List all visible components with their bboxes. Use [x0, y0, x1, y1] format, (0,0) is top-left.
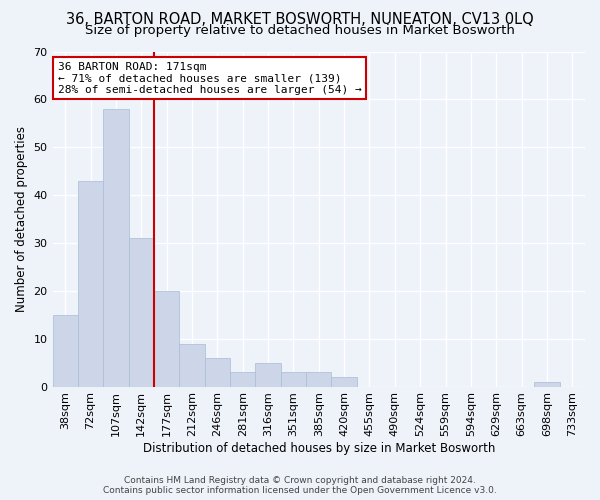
Bar	[53, 315, 78, 386]
Bar	[205, 358, 230, 386]
Bar	[230, 372, 256, 386]
Bar	[128, 238, 154, 386]
Bar	[534, 382, 560, 386]
Bar	[179, 344, 205, 386]
X-axis label: Distribution of detached houses by size in Market Bosworth: Distribution of detached houses by size …	[143, 442, 495, 455]
Text: Size of property relative to detached houses in Market Bosworth: Size of property relative to detached ho…	[85, 24, 515, 37]
Y-axis label: Number of detached properties: Number of detached properties	[15, 126, 28, 312]
Bar	[103, 109, 128, 386]
Bar	[331, 377, 357, 386]
Text: 36, BARTON ROAD, MARKET BOSWORTH, NUNEATON, CV13 0LQ: 36, BARTON ROAD, MARKET BOSWORTH, NUNEAT…	[66, 12, 534, 28]
Bar	[78, 180, 103, 386]
Bar	[256, 362, 281, 386]
Bar	[281, 372, 306, 386]
Bar	[306, 372, 331, 386]
Text: Contains HM Land Registry data © Crown copyright and database right 2024.
Contai: Contains HM Land Registry data © Crown c…	[103, 476, 497, 495]
Text: 36 BARTON ROAD: 171sqm
← 71% of detached houses are smaller (139)
28% of semi-de: 36 BARTON ROAD: 171sqm ← 71% of detached…	[58, 62, 362, 95]
Bar	[154, 291, 179, 386]
